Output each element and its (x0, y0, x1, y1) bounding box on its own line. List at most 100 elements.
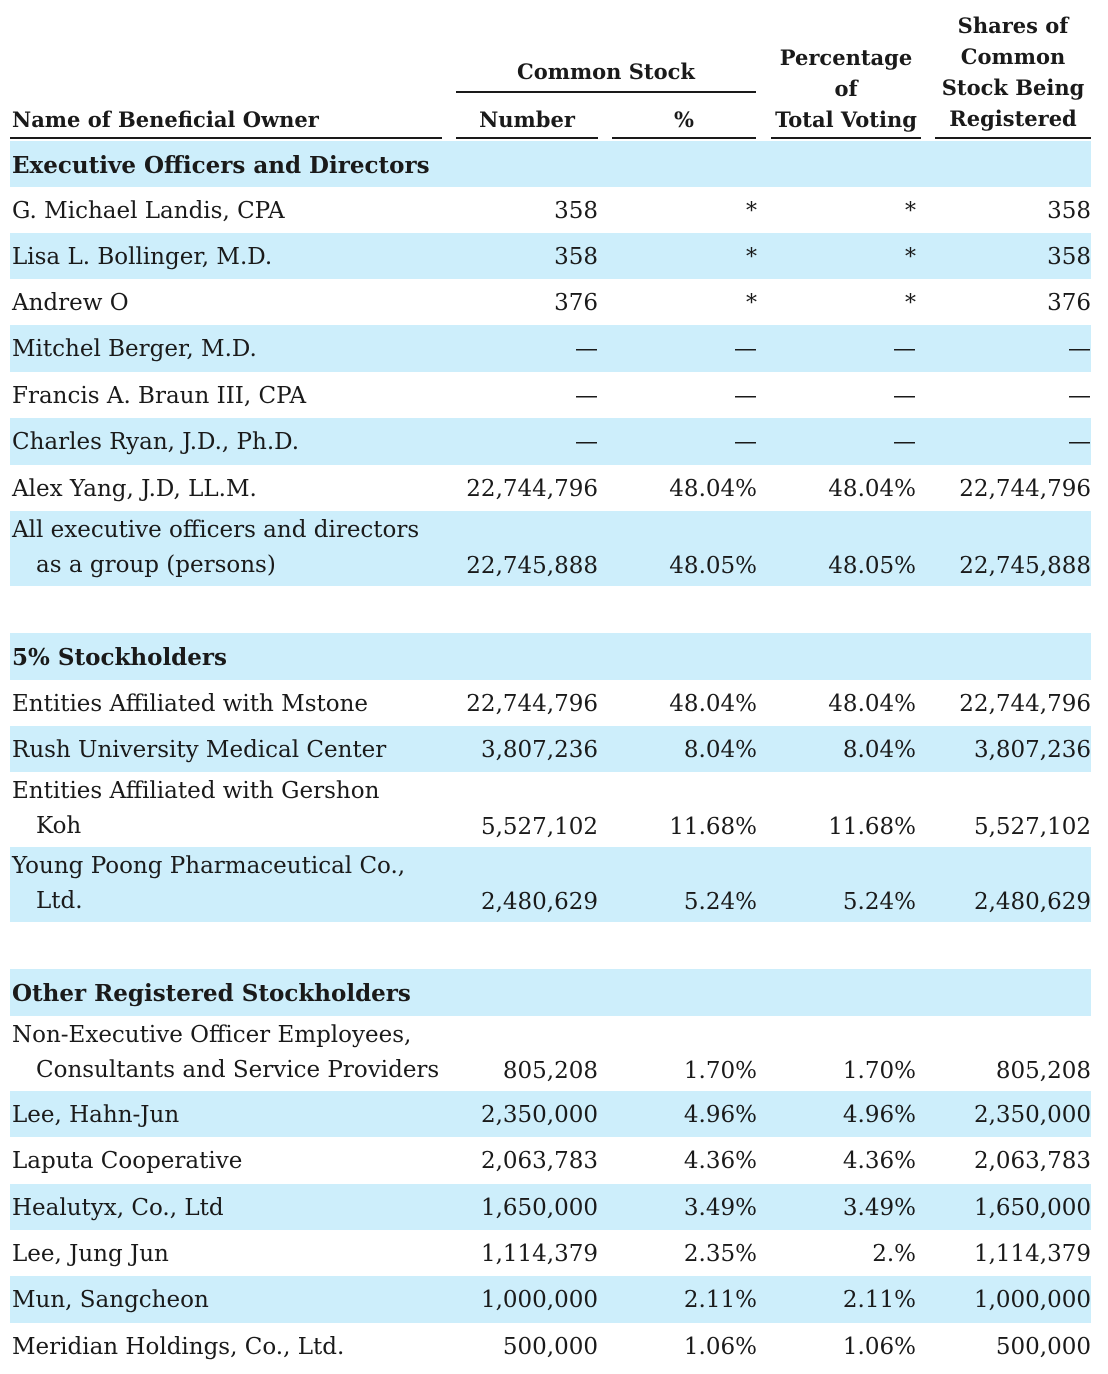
number-cell: 3,807,236 (480, 736, 598, 763)
number-cell: 358 (554, 243, 598, 270)
percent-cell: 48.04% (669, 475, 757, 502)
number-cell: 358 (554, 197, 598, 224)
percent-cell: 8.04% (683, 736, 757, 763)
table-row: Meridian Holdings, Co., Ltd. 500,000 1.06%… (10, 1323, 1091, 1369)
number-cell: 1,114,379 (480, 1240, 598, 1267)
voting-power-cell: 4.36% (842, 1148, 916, 1174)
owner-name: Andrew O (12, 286, 129, 321)
percent-cell: 5.24% (683, 889, 757, 915)
registered-line-1: Shares of (957, 13, 1069, 38)
registered-shares-cell: 1,114,379 (973, 1240, 1091, 1267)
section-title: 5% Stockholders (12, 644, 227, 671)
owner-name: Entities Affiliated with Mstone (12, 687, 368, 722)
common-stock-rule (456, 91, 756, 93)
number-cell: 1,000,000 (480, 1287, 598, 1313)
name-of-beneficial-owner-header: Name of Beneficial Owner (12, 107, 319, 132)
owner-name-line: Lee, Jung Jun (12, 1240, 169, 1267)
registered-line-3: Stock Being (941, 75, 1085, 100)
table-row: Entities Affiliated with Gershon Koh 5,527… (10, 772, 1091, 847)
owner-name-line: Mun, Sangcheon (12, 1287, 209, 1313)
voting-power-cell: 48.04% (828, 475, 916, 502)
section-header-row: Executive Officers and Directors (10, 141, 1091, 187)
common-stock-header: Common Stock (517, 59, 695, 84)
owner-name-line: Francis A. Braun III, CPA (12, 382, 307, 409)
owner-name: All executive officers and directors as a… (12, 513, 419, 583)
table-row: Lee, Jung Jun 1,114,379 2.35% 2.% 1,114,379 (10, 1230, 1091, 1276)
owner-name: Healutyx, Co., Ltd (12, 1191, 224, 1226)
number-cell: — (575, 429, 598, 455)
voting-power-rule (771, 137, 921, 139)
percent-cell: 2.35% (683, 1240, 757, 1267)
owner-name: Laputa Cooperative (12, 1144, 242, 1179)
owner-name: Lee, Jung Jun (12, 1237, 169, 1272)
percent-cell: 3.49% (683, 1194, 757, 1221)
owner-name-line: Lisa L. Bollinger, M.D. (12, 243, 273, 270)
owner-name: Young Poong Pharmaceutical Co., Ltd. (12, 849, 405, 919)
registered-shares-cell: 358 (1047, 243, 1091, 270)
voting-power-cell: * (905, 244, 916, 270)
table-row: Mun, Sangcheon 1,000,000 2.11% 2.11% 1,000,0… (10, 1276, 1091, 1323)
owner-name-line: Alex Yang, J.D, LL.M. (12, 475, 257, 502)
owner-name-line: Healutyx, Co., Ltd (12, 1194, 224, 1221)
owner-name-line: G. Michael Landis, CPA (12, 197, 285, 224)
owner-name: Lee, Hahn-Jun (12, 1098, 179, 1133)
owner-name: Charles Ryan, J.D., Ph.D. (12, 425, 299, 460)
number-cell: 1,650,000 (480, 1194, 598, 1221)
owner-name-line: as a group (persons) (36, 552, 276, 578)
number-header: Number (479, 107, 575, 132)
percent-cell: 48.04% (669, 690, 757, 717)
percent-cell: * (746, 290, 757, 316)
owner-name: Lisa L. Bollinger, M.D. (12, 240, 272, 275)
owner-name-line: Consultants and Service Providers (36, 1057, 440, 1083)
table-row: Non-Executive Officer Employees, Consulta… (10, 1016, 1091, 1091)
percent-cell: — (734, 382, 757, 409)
table-row: Laputa Cooperative 2,063,783 4.36% 4.36% 2,0… (10, 1137, 1091, 1184)
number-cell: 805,208 (502, 1058, 598, 1084)
percent-cell: 1.06% (683, 1333, 757, 1360)
owner-name: Alex Yang, J.D, LL.M. (12, 472, 257, 507)
registered-shares-cell: 22,745,888 (959, 553, 1091, 579)
table-row: Francis A. Braun III, CPA — — — — (10, 372, 1091, 418)
registered-shares-cell: — (1068, 336, 1091, 362)
voting-power-cell: 8.04% (842, 736, 916, 763)
registered-shares-cell: 2,350,000 (973, 1101, 1091, 1128)
owner-name-line: Andrew O (12, 289, 129, 316)
name-col-rule (10, 137, 442, 139)
registered-shares-cell: 1,650,000 (973, 1194, 1091, 1221)
voting-power-cell: 1.06% (842, 1333, 916, 1360)
owner-name: Meridian Holdings, Co., Ltd. (12, 1330, 344, 1365)
registered-shares-cell: — (1068, 429, 1091, 455)
owner-name-line: Mitchel Berger, M.D. (12, 336, 257, 362)
section-title: Other Registered Stockholders (12, 980, 411, 1007)
percent-cell: — (734, 429, 757, 455)
table-row: Rush University Medical Center 3,807,236 8… (10, 726, 1091, 772)
number-cell: — (575, 336, 598, 362)
number-rule (456, 137, 598, 139)
number-cell: 500,000 (502, 1333, 598, 1360)
owner-name-line: Non-Executive Officer Employees, (12, 1022, 412, 1048)
number-cell: 2,063,783 (480, 1148, 598, 1174)
percent-cell: 48.05% (669, 553, 757, 579)
voting-power-cell: — (893, 429, 916, 455)
registered-shares-cell: 22,744,796 (959, 475, 1091, 502)
table-row: Andrew O 376 * * 376 (10, 279, 1091, 325)
registered-shares-cell: 500,000 (995, 1333, 1091, 1360)
number-cell: 5,527,102 (480, 814, 598, 840)
percent-cell: — (734, 336, 757, 362)
section-header-row: 5% Stockholders (10, 633, 1091, 680)
voting-power-cell: — (893, 336, 916, 362)
owner-name-line: Meridian Holdings, Co., Ltd. (12, 1333, 345, 1360)
owner-name-line: Charles Ryan, J.D., Ph.D. (12, 429, 300, 455)
voting-power-cell: 2.11% (842, 1287, 916, 1313)
number-cell: 376 (554, 289, 598, 316)
voting-power-cell: 48.04% (828, 690, 916, 717)
owner-name: G. Michael Landis, CPA (12, 194, 285, 229)
owner-name: Mun, Sangcheon (12, 1283, 209, 1318)
number-cell: 22,744,796 (466, 475, 598, 502)
table-row: Mitchel Berger, M.D. — — — — (10, 325, 1091, 372)
registered-line-4: Registered (949, 106, 1077, 131)
registered-shares-cell: 2,063,783 (973, 1148, 1091, 1174)
owner-name: Francis A. Braun III, CPA (12, 379, 306, 414)
shares-registered-header: Shares of Common Stock Being Registered (935, 10, 1091, 134)
table-row: All executive officers and directors as a… (10, 511, 1091, 586)
